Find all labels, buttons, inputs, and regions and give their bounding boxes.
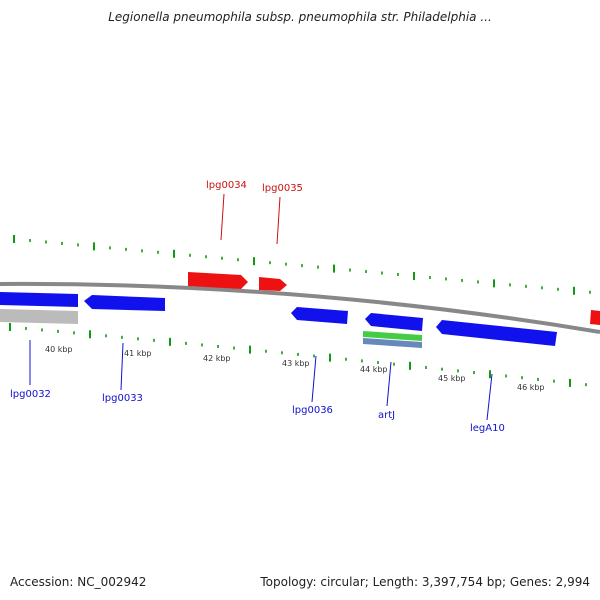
gene-label-leader xyxy=(220,193,225,241)
feature-artJ[interactable] xyxy=(363,313,423,348)
gene-arrow-legA10[interactable] xyxy=(436,320,557,346)
feature-lpg0032[interactable] xyxy=(0,292,78,324)
gene-label-leader xyxy=(311,355,317,403)
gene-label-lpg0034[interactable]: lpg0034 xyxy=(206,180,247,191)
gene-label-leader xyxy=(386,361,392,407)
topology-text: Topology: circular; Length: 3,397,754 bp… xyxy=(260,575,590,589)
gene-arrow-lpg0033[interactable] xyxy=(84,295,165,311)
kbp-label: 44 kbp xyxy=(360,365,388,374)
kbp-label: 40 kbp xyxy=(45,345,73,354)
gene-label-lpg0032[interactable]: lpg0032 xyxy=(10,389,51,400)
gene-label-legA10[interactable]: legA10 xyxy=(470,423,505,434)
gene-arrow-lpg0035[interactable] xyxy=(259,277,287,291)
gene-arrow-artJ[interactable] xyxy=(365,313,423,331)
kbp-label: 41 kbp xyxy=(124,349,152,358)
genome-backbone xyxy=(0,281,600,334)
kbp-label: 45 kbp xyxy=(438,374,466,383)
gene-arrow-lpg0032[interactable] xyxy=(0,292,78,307)
inner-tick-ring xyxy=(9,323,587,387)
pseudo-bar-lpg0032 xyxy=(0,309,78,324)
gene-arrow-lpg0036[interactable] xyxy=(291,307,348,324)
other-bar-artJ xyxy=(363,338,422,348)
kbp-label: 43 kbp xyxy=(282,359,310,368)
rna-bar-artJ xyxy=(363,331,422,341)
gene-label-leader xyxy=(276,196,281,245)
gene-arrow-offscreen-forward[interactable] xyxy=(590,310,600,325)
gene-label-lpg0036[interactable]: lpg0036 xyxy=(292,405,333,416)
gene-label-lpg0033[interactable]: lpg0033 xyxy=(102,393,143,404)
kbp-label: 42 kbp xyxy=(203,354,231,363)
kbp-label: 46 kbp xyxy=(517,383,545,392)
outer-tick-ring xyxy=(13,235,591,295)
gene-label-artJ[interactable]: artJ xyxy=(378,410,395,421)
gene-label-leader xyxy=(486,373,493,421)
gene-arrow-lpg0034[interactable] xyxy=(188,272,248,289)
gene-label-lpg0035[interactable]: lpg0035 xyxy=(262,183,303,194)
accession-text: Accession: NC_002942 xyxy=(10,575,147,589)
map-title: Legionella pneumophila subsp. pneumophil… xyxy=(108,10,492,24)
gene-label-leader xyxy=(120,342,124,391)
